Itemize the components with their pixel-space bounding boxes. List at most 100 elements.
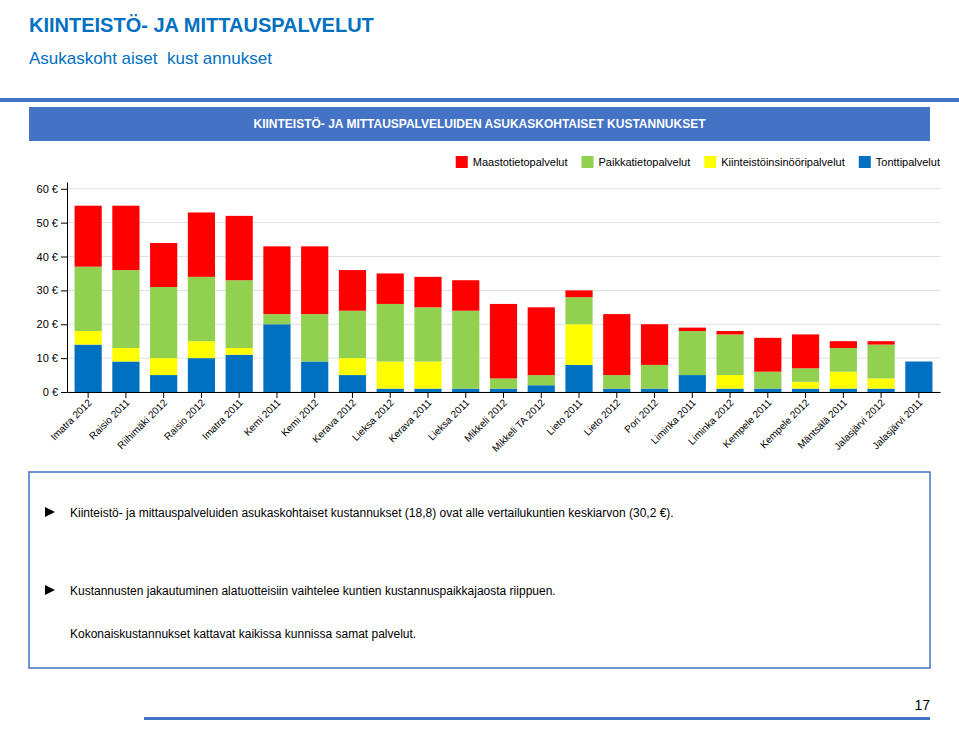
y-tick-mark (61, 392, 67, 393)
title: KIINTEISTÖ- JA MITTAUSPALVELUT (29, 14, 374, 36)
bar-segment (868, 345, 895, 379)
grid (67, 189, 940, 392)
y-tick-label: 10 € (37, 352, 58, 364)
legend-label: Tonttipalvelut (876, 156, 940, 168)
chart-page: KIINTEISTÖ- JA MITTAUSPALVELUT Asukaskoht… (0, 0, 959, 736)
x-tick-label: Pori 2012 (622, 397, 660, 435)
x-tick-mark (805, 392, 806, 398)
x-tick-label: Lieto 2011 (544, 397, 585, 438)
bar-segment (452, 311, 479, 389)
legend-item: Maastotietopalvelut (456, 156, 568, 168)
bar-segment (377, 389, 404, 392)
x-tick: Riihimäki 2012 (115, 392, 169, 451)
legend-swatch (456, 156, 468, 168)
y-tick-mark (61, 324, 67, 325)
bar-segment (905, 361, 932, 362)
x-tick-label: Mikkeli TA 2012 (490, 397, 547, 454)
banner (29, 107, 930, 141)
bar-segment (301, 362, 328, 392)
bar-segment (490, 304, 517, 379)
bar-segment (603, 389, 630, 392)
bar-segment (792, 382, 819, 389)
bar-segment (112, 362, 139, 392)
bar-segment (226, 348, 253, 355)
subtitle: Asukaskoht aiset kust annukset (29, 49, 272, 68)
legend-item: Kiinteistöinsinööripalvelut (704, 156, 845, 168)
bar-segment (188, 277, 215, 341)
x-tick: Lieto 2011 (544, 392, 585, 437)
text-box-line: Kustannusten jakautuminen alatuotteisiin… (70, 584, 556, 598)
y-tick-mark (61, 358, 67, 359)
title-rule (0, 98, 959, 102)
bar-segment (414, 277, 441, 307)
bar-segment (188, 341, 215, 358)
bar-segment (150, 375, 177, 392)
bar-segment (754, 338, 781, 372)
x-tick-mark (390, 392, 391, 398)
text-box-line: Kiinteistö- ja mittauspalveluiden asukas… (70, 506, 674, 520)
bar-segment (641, 389, 668, 392)
bar-segment (679, 331, 706, 375)
y-tick-mark (61, 290, 67, 291)
bar-segment (868, 341, 895, 344)
y-tick: 0 € (43, 386, 67, 398)
x-tick: Jalasjärvi 2011 (870, 392, 925, 451)
bar-segment (263, 314, 290, 324)
bar-segment (868, 389, 895, 392)
x-tick-label: Kerava 2011 (386, 397, 434, 445)
bar-segment (528, 385, 555, 392)
bar-segment (868, 378, 895, 388)
y-tick-label: 40 € (37, 251, 58, 263)
x-tick: Imatra 2011 (200, 392, 245, 442)
y-tick-label: 50 € (37, 217, 58, 229)
bar-segment (452, 280, 479, 310)
x-tick-mark (163, 392, 164, 398)
bar-segment (641, 324, 668, 365)
bar-segment (112, 348, 139, 362)
bar-segment (565, 324, 592, 365)
x-tick-mark (616, 392, 617, 398)
y-tick: 20 € (37, 318, 67, 330)
y-tick-label: 0 € (43, 386, 58, 398)
bar-series (75, 267, 895, 389)
x-tick-mark (239, 392, 240, 398)
x-tick: Mikkeli TA 2012 (490, 392, 547, 454)
y-tick: 50 € (37, 217, 67, 229)
x-tick: Lieto 2012 (582, 392, 623, 438)
x-tick-mark (654, 392, 655, 398)
bar-segment (641, 365, 668, 389)
x-tick-mark (427, 392, 428, 398)
legend-item: Paikkatietopalvelut (582, 156, 691, 168)
bar-segment (301, 314, 328, 361)
x-tick: Kemi 2011 (242, 392, 283, 438)
bar-segment (565, 365, 592, 392)
bar-segment (716, 389, 743, 392)
legend-label: Paikkatietopalvelut (599, 156, 691, 168)
bar-segment (603, 375, 630, 389)
bar-segment (112, 270, 139, 348)
text-box (29, 472, 930, 668)
bar-segment (263, 324, 290, 392)
y-axis-line (67, 183, 68, 393)
bar-segment (339, 270, 366, 311)
x-tick-mark (314, 392, 315, 398)
legend-item: Tonttipalvelut (859, 156, 940, 168)
y-tick: 60 € (37, 183, 67, 195)
bar-segment (150, 287, 177, 358)
grid-line (67, 188, 940, 189)
x-tick-mark (352, 392, 353, 398)
bar-segment (226, 280, 253, 348)
page-number: 17 (914, 697, 930, 713)
bar-segment (75, 267, 102, 331)
y-tick-label: 30 € (37, 284, 58, 296)
bottom-rule (144, 717, 930, 720)
bar-segment (301, 246, 328, 314)
y-tick-label: 20 € (37, 318, 58, 330)
bar-segment (905, 362, 932, 392)
bar-segment (905, 361, 932, 362)
bar-segment (490, 378, 517, 388)
x-axis: Imatra 2012Raisio 2011Riihimäki 2012Rais… (48, 392, 940, 454)
x-tick: Pori 2012 (622, 392, 660, 435)
x-tick-mark (881, 392, 882, 398)
bar-segment (754, 372, 781, 389)
